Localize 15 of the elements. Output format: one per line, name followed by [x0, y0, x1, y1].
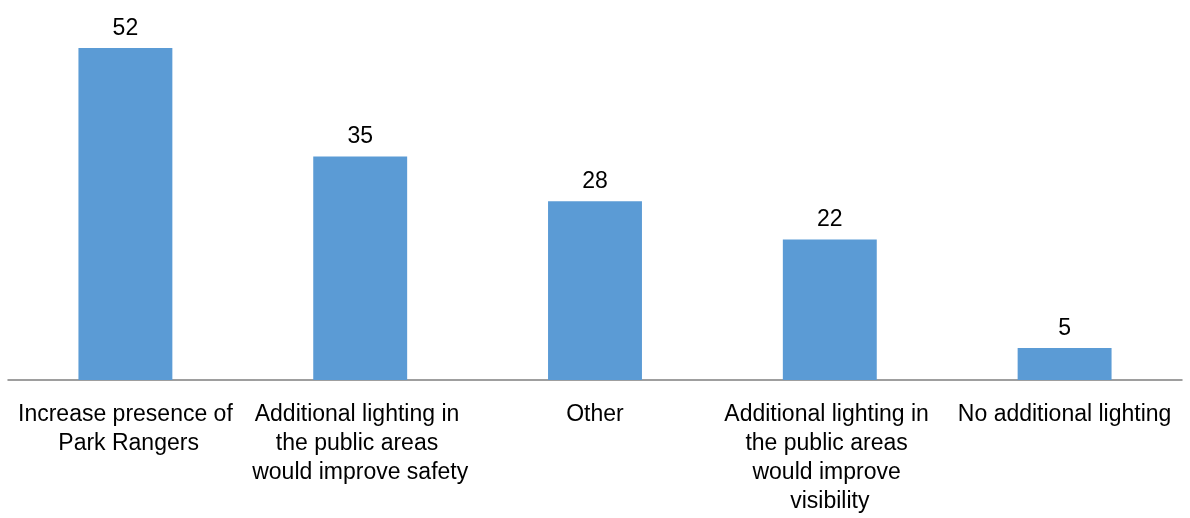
- bar: [548, 201, 642, 380]
- data-label: 22: [817, 205, 843, 232]
- x-tick-label: No additional lighting: [957, 399, 1172, 426]
- data-label: 28: [582, 166, 608, 193]
- data-label: 52: [112, 13, 139, 40]
- data-label: 35: [347, 122, 373, 149]
- bar: [313, 156, 408, 380]
- x-tick-label: Additional lighting in the public areas would improve safety: [251, 399, 469, 484]
- x-tick-label: Other: [566, 399, 625, 426]
- data-label: 5: [1058, 313, 1071, 340]
- x-tick-label: Increase presence of Park Rangers: [18, 399, 234, 455]
- bar: [782, 239, 877, 380]
- x-tick-label: Additional lighting in the public areas would improve visibility: [724, 399, 936, 513]
- bar: [78, 48, 173, 380]
- bar: [1017, 348, 1112, 380]
